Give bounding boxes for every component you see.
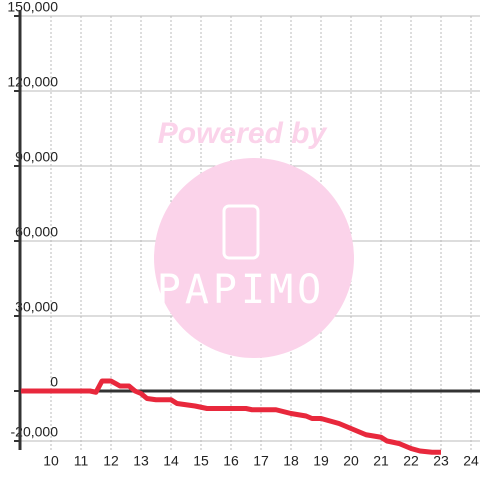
y-tick-label: 120,000 xyxy=(7,74,58,90)
x-tick-label: 23 xyxy=(433,453,449,469)
x-tick-label: 24 xyxy=(463,453,479,469)
watermark-text: Powered by xyxy=(158,117,328,150)
x-tick-label: 17 xyxy=(253,453,269,469)
x-tick-label: 16 xyxy=(223,453,239,469)
x-tick-label: 12 xyxy=(103,453,119,469)
x-tick-label: 15 xyxy=(193,453,209,469)
y-tick-label: -20,000 xyxy=(11,424,59,440)
x-tick-label: 10 xyxy=(43,453,59,469)
y-tick-label: 150,000 xyxy=(7,0,58,15)
y-tick-label: 30,000 xyxy=(15,299,58,315)
watermark-text: PAPIMO xyxy=(157,267,326,313)
y-tick-label: 90,000 xyxy=(15,149,58,165)
x-tick-label: 19 xyxy=(313,453,329,469)
x-tick-label: 20 xyxy=(343,453,359,469)
x-tick-label: 22 xyxy=(403,453,419,469)
watermark-icon xyxy=(222,204,260,260)
watermark: Powered by PAPIMO xyxy=(154,117,354,358)
x-tick-label: 13 xyxy=(133,453,149,469)
x-tick-label: 11 xyxy=(74,453,89,469)
y-tick-label: 60,000 xyxy=(15,224,58,240)
x-tick-label: 14 xyxy=(163,453,179,469)
y-tick-label: 0 xyxy=(50,374,58,390)
line xyxy=(21,378,441,455)
x-tick-label: 21 xyxy=(373,453,389,469)
x-tick-label: 18 xyxy=(283,453,299,469)
